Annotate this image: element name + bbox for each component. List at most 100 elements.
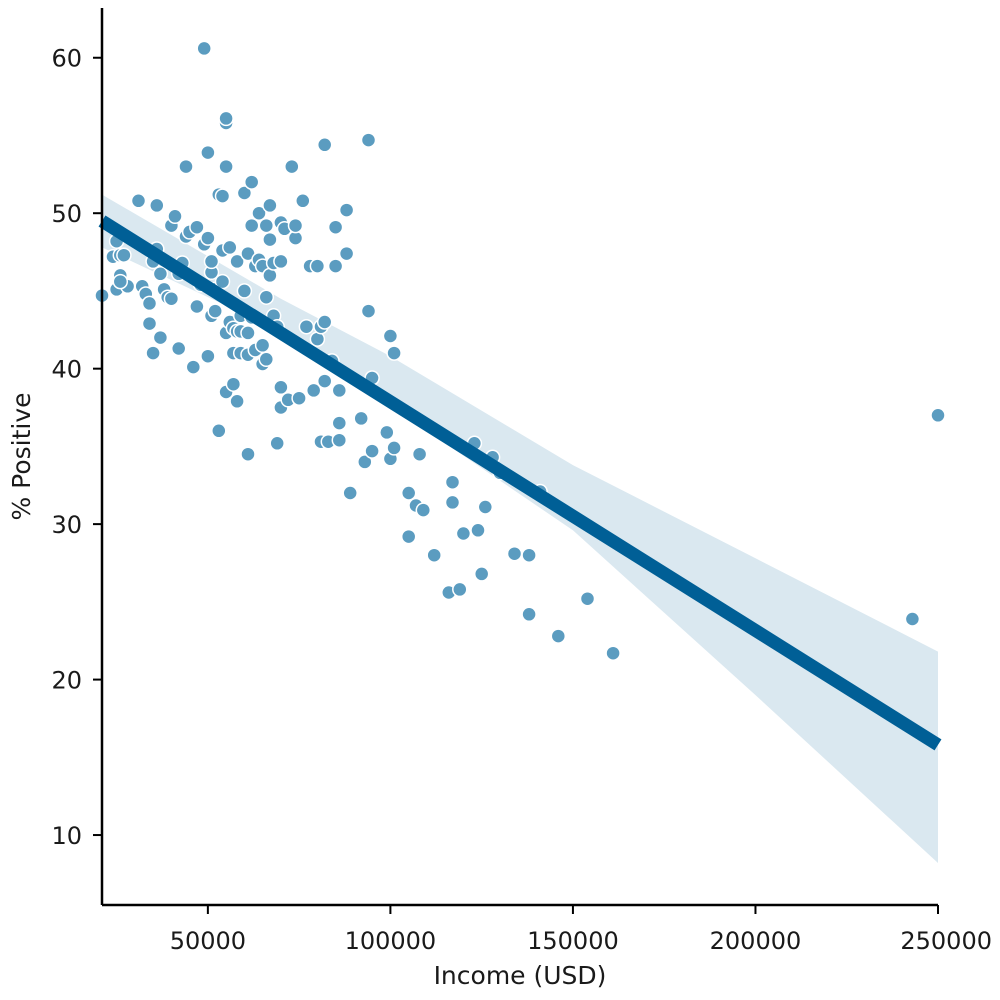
data-point-62 — [229, 393, 245, 410]
data-point-36 — [196, 40, 212, 57]
data-point-93 — [273, 253, 289, 270]
data-point-134 — [400, 485, 417, 501]
data-point-29 — [178, 158, 194, 175]
data-point-126 — [360, 132, 377, 148]
data-point-139 — [426, 547, 442, 563]
y-axis-ticks: 10 20 30 40 50 60 — [51, 45, 102, 850]
data-point-58 — [225, 376, 242, 392]
data-point-146 — [470, 522, 486, 539]
data-point-80 — [254, 337, 271, 354]
y-tick-label: 40 — [51, 356, 82, 384]
data-point-158 — [904, 611, 921, 627]
data-point-77 — [251, 205, 267, 221]
x-axis-ticks: 50000 100000 150000 200000 250000 — [170, 905, 992, 955]
data-point-124 — [357, 454, 373, 470]
data-point-61 — [229, 253, 245, 270]
data-point-16 — [149, 197, 165, 214]
data-point-152 — [521, 547, 537, 563]
data-point-110 — [316, 137, 333, 153]
data-point-119 — [331, 382, 348, 399]
data-point-100 — [287, 217, 304, 234]
y-tick-label: 10 — [51, 822, 82, 850]
data-point-51 — [218, 110, 234, 127]
data-point-12 — [141, 315, 158, 332]
data-point-13 — [141, 295, 158, 312]
x-tick-label: 50000 — [170, 927, 246, 955]
data-point-157 — [605, 645, 621, 661]
data-point-148 — [477, 499, 494, 515]
x-tick-label: 250000 — [900, 927, 992, 955]
data-point-151 — [506, 545, 523, 562]
data-point-115 — [327, 219, 344, 235]
data-point-107 — [309, 258, 326, 274]
data-point-31 — [185, 359, 202, 375]
x-axis-title: Income (USD) — [434, 961, 607, 990]
data-point-68 — [240, 325, 256, 341]
data-point-90 — [269, 435, 285, 452]
data-point-69 — [240, 446, 256, 462]
data-point-118 — [331, 432, 348, 448]
data-point-120 — [338, 245, 355, 262]
data-point-138 — [415, 502, 432, 518]
regression-line — [98, 215, 942, 751]
data-point-67 — [236, 283, 253, 299]
data-point-86 — [262, 197, 278, 214]
data-point-38 — [200, 144, 216, 161]
data-point-55 — [222, 239, 238, 256]
data-point-130 — [382, 328, 399, 344]
data-point-24 — [167, 208, 183, 225]
data-point-147 — [473, 566, 490, 582]
data-point-112 — [316, 373, 333, 389]
data-point-33 — [189, 298, 205, 315]
data-point-82 — [258, 217, 275, 234]
data-point-19 — [152, 329, 169, 346]
data-point-32 — [189, 219, 205, 235]
data-point-85 — [262, 231, 278, 248]
data-point-121 — [338, 202, 355, 218]
data-point-111 — [316, 314, 333, 330]
data-point-137 — [411, 446, 428, 462]
data-point-156 — [579, 590, 596, 607]
data-point-46 — [211, 423, 227, 439]
data-point-83 — [258, 351, 275, 368]
data-point-102 — [295, 193, 311, 209]
data-point-18 — [152, 266, 169, 282]
data-point-153 — [521, 606, 537, 623]
data-point-72 — [243, 217, 260, 234]
data-point-44 — [207, 303, 223, 319]
data-point-101 — [291, 390, 307, 406]
scatter-points — [94, 40, 946, 661]
data-point-159 — [930, 407, 946, 424]
data-point-9 — [130, 193, 147, 209]
data-point-73 — [243, 174, 260, 190]
data-point-143 — [452, 581, 468, 598]
data-point-6 — [116, 247, 132, 263]
data-point-144 — [455, 525, 472, 542]
data-point-23 — [163, 290, 180, 307]
y-tick-label: 60 — [51, 45, 82, 73]
x-tick-label: 200000 — [710, 927, 802, 955]
data-point-116 — [327, 258, 344, 274]
data-point-123 — [353, 410, 369, 427]
data-point-48 — [214, 273, 231, 290]
data-point-155 — [550, 628, 567, 644]
data-point-133 — [386, 440, 402, 456]
data-point-47 — [214, 188, 231, 204]
y-tick-label: 20 — [51, 667, 82, 695]
y-tick-label: 50 — [51, 200, 82, 228]
x-tick-label: 150000 — [527, 927, 619, 955]
data-point-39 — [200, 348, 216, 364]
data-point-84 — [258, 289, 275, 305]
data-point-103 — [298, 318, 315, 335]
data-point-132 — [386, 345, 402, 361]
data-point-8 — [112, 273, 129, 290]
data-point-142 — [444, 474, 461, 490]
data-point-37 — [200, 230, 216, 246]
data-point-95 — [273, 379, 289, 396]
data-point-98 — [284, 158, 300, 175]
data-point-52 — [218, 158, 234, 175]
data-point-122 — [342, 485, 358, 501]
data-point-117 — [331, 415, 348, 431]
data-point-105 — [305, 382, 322, 399]
data-point-66 — [236, 185, 253, 201]
